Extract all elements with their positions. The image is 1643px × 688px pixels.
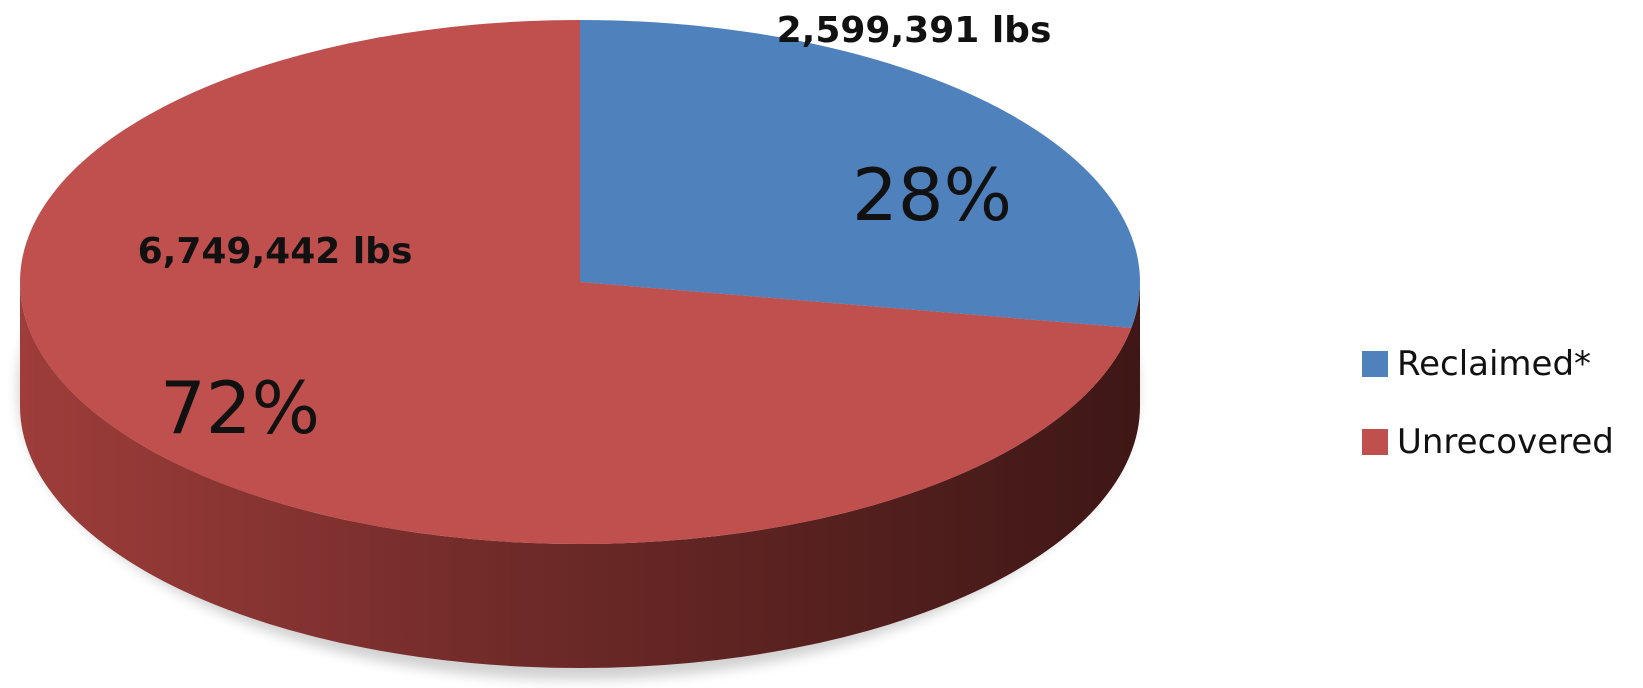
legend-label-reclaimed: Reclaimed* [1397,344,1592,384]
legend-swatch-unrecovered [1362,429,1388,455]
pie-side-unrecovered [20,282,1140,668]
legend-item-reclaimed: Reclaimed* [1362,344,1643,384]
pie-slice-reclaimed [580,20,1140,328]
chart-legend: Reclaimed* Unrecovered [1362,344,1643,500]
slice-value-label-reclaimed: 2,599,391 lbs [777,10,1052,51]
slice-percent-label-reclaimed: 28% [852,153,1012,237]
legend-swatch-reclaimed [1362,351,1388,377]
slice-percent-label-unrecovered: 72% [160,366,320,450]
slice-value-label-unrecovered: 6,749,442 lbs [138,231,413,272]
legend-label-unrecovered: Unrecovered [1397,422,1614,462]
legend-item-unrecovered: Unrecovered [1362,422,1643,462]
pie-slice-unrecovered [19,20,1132,545]
